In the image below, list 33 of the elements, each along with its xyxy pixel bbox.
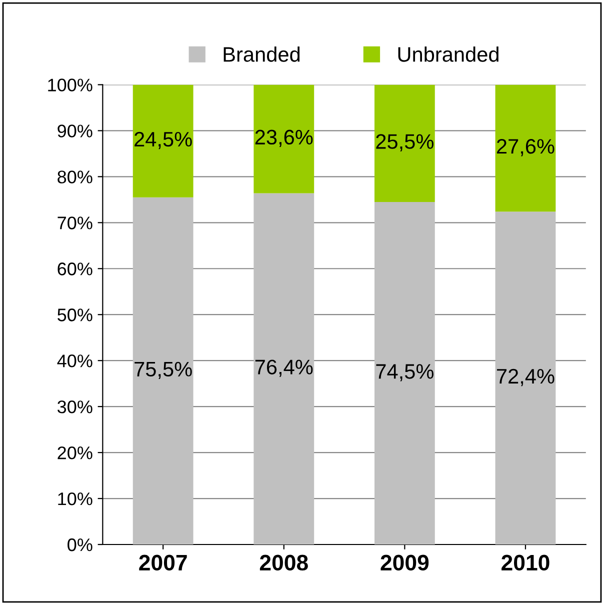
y-tick-label: 60%: [58, 262, 92, 276]
y-tick-label: 50%: [58, 308, 92, 322]
legend-label: Branded: [224, 46, 300, 62]
data-label: 76,4%: [255, 360, 313, 377]
bar: [132, 84, 194, 198]
data-label: 72,4%: [497, 368, 554, 386]
y-tick-label: 70%: [58, 216, 92, 230]
x-tick-label: 2009: [380, 554, 429, 571]
data-label: 25,5%: [376, 134, 434, 152]
x-tick-label: 2007: [139, 554, 187, 571]
y-tick-label: 80%: [58, 170, 92, 184]
y-tick-label: 20%: [58, 446, 92, 460]
y-tick-label: 100%: [48, 78, 92, 92]
y-tick-label: 30%: [58, 400, 92, 414]
bar: [495, 212, 556, 544]
legend-label: Unbranded: [398, 46, 498, 62]
data-label: 24,5%: [134, 132, 192, 150]
bar: [374, 202, 435, 544]
x-tick-label: 2008: [260, 554, 308, 571]
data-label: 27,6%: [496, 138, 554, 156]
x-tick-label: 2010: [502, 554, 550, 571]
y-tick-label: 90%: [58, 124, 92, 138]
bar: [254, 84, 314, 194]
bar: [254, 193, 314, 544]
bar: [132, 197, 194, 544]
data-label: 74,5%: [376, 364, 434, 382]
data-label: 75,5%: [134, 362, 192, 379]
y-tick-label: 0%: [68, 538, 92, 552]
bar: [374, 84, 435, 202]
y-tick-label: 10%: [58, 492, 92, 506]
bar: [495, 84, 556, 212]
data-label: 23,6%: [255, 130, 313, 148]
y-tick-label: 40%: [57, 354, 92, 368]
